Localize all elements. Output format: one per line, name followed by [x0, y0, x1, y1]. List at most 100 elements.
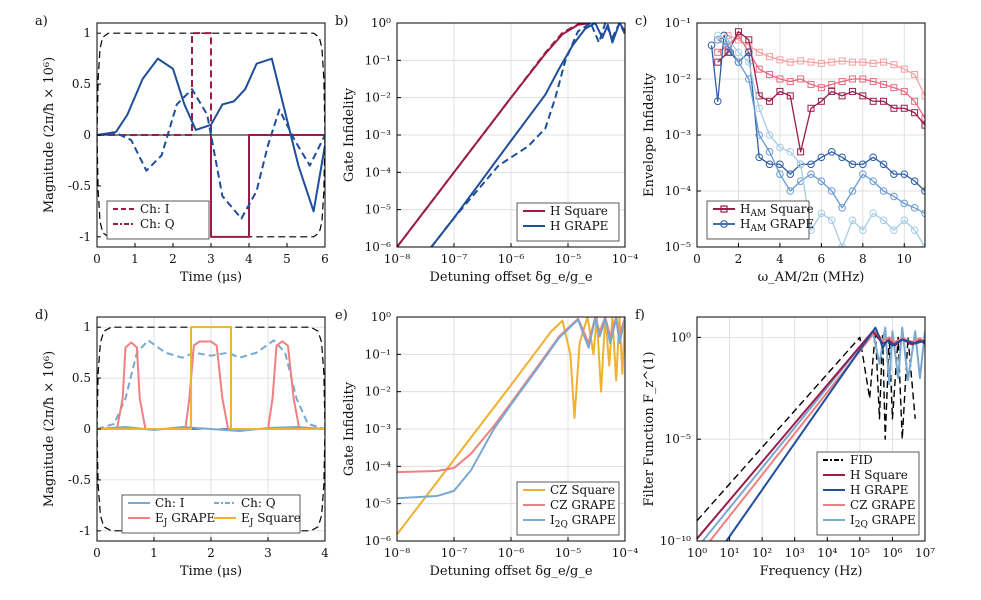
data-point — [900, 104, 908, 112]
data-point — [879, 216, 888, 225]
y-tick-label: 10⁻³ — [665, 128, 692, 142]
x-tick-label: 10² — [752, 546, 772, 560]
series-line — [97, 340, 325, 430]
series-line — [430, 23, 625, 247]
data-point — [807, 104, 815, 112]
x-tick-label: 1 — [131, 252, 139, 266]
data-point — [869, 97, 877, 105]
legend-label: CZ GRAPE — [850, 498, 915, 512]
legend: Ch: I Ch: Q EJ GRAPE EJ Square — [121, 494, 301, 534]
y-axis-label: Magnitude (2π/ħ × 10⁶) — [42, 57, 57, 213]
data-point — [707, 41, 716, 50]
data-point — [838, 153, 846, 162]
data-point — [848, 160, 857, 169]
data-point — [890, 170, 898, 178]
x-tick-label: 10⁻⁴ — [612, 252, 639, 266]
data-point — [755, 65, 763, 73]
x-tick-label: 2 — [207, 546, 215, 560]
data-point — [828, 87, 836, 95]
data-point — [838, 92, 846, 100]
data-point — [796, 160, 805, 169]
panel-label: e) — [335, 308, 348, 323]
data-point — [838, 57, 846, 65]
series-line — [97, 32, 325, 136]
panel-label: c) — [635, 14, 647, 29]
y-tick-label: 10⁻⁵ — [665, 240, 692, 254]
data-point — [755, 104, 763, 113]
x-tick-label: 3 — [264, 546, 272, 560]
data-point — [786, 92, 794, 100]
legend-label: I2Q GRAPE — [550, 513, 616, 530]
chart-f: 10⁰ 10¹ 10² 10³ 10⁴ 10⁵ 10⁶ 10⁷ 10⁻¹⁰ 10⁻⁵ 10⁰ Freq… — [635, 308, 935, 579]
legend-label: H Square — [850, 468, 908, 482]
data-point — [890, 61, 898, 69]
data-point — [817, 97, 825, 105]
series-line — [210, 134, 325, 238]
data-point — [921, 187, 925, 195]
x-tick-label: 10⁻⁷ — [441, 252, 468, 266]
data-point — [745, 36, 753, 44]
chart-d: 0 1 2 3 4 -1 -0.5 0 0.5 1 Time (μs) Magnitude (2π/ħ… — [35, 308, 329, 579]
data-point — [776, 75, 784, 83]
data-point — [911, 109, 919, 117]
x-axis-label: ω_AM/2π (MHz) — [758, 270, 865, 285]
series-line — [97, 134, 325, 238]
legend-label: Ch: I — [140, 202, 170, 216]
data-point — [734, 48, 743, 57]
series-line — [97, 326, 325, 430]
y-tick-label: 0 — [83, 128, 91, 142]
data-point — [817, 209, 826, 218]
plot-area — [397, 23, 625, 247]
plot-area — [97, 32, 325, 238]
y-tick-label: -0.5 — [68, 179, 91, 193]
y-tick-label: 10⁻¹⁰ — [660, 534, 691, 548]
x-tick-label: 10⁻⁸ — [384, 252, 411, 266]
data-point — [869, 209, 877, 218]
series-line — [397, 317, 625, 500]
y-tick-label: 10⁻⁴ — [665, 184, 692, 198]
data-point — [776, 143, 784, 152]
data-point — [776, 87, 784, 95]
data-point — [713, 97, 722, 106]
x-tick-label: 10⁻⁵ — [555, 546, 582, 560]
data-point — [786, 170, 795, 178]
legend-label: EJ Square — [241, 511, 301, 528]
series-line — [97, 339, 325, 430]
x-tick-label: 0 — [93, 546, 101, 560]
legend-box — [106, 200, 210, 240]
y-tick-label: 0 — [83, 422, 91, 436]
data-point — [817, 153, 826, 162]
data-point — [714, 58, 722, 66]
x-tick-label: 0 — [93, 252, 101, 266]
data-point — [797, 75, 805, 83]
x-tick-label: 1 — [150, 546, 158, 560]
data-point — [807, 170, 815, 178]
series-line — [97, 57, 325, 213]
data-point — [724, 36, 732, 44]
x-tick-label: 10⁻⁷ — [441, 546, 468, 560]
data-point — [817, 59, 825, 67]
y-axis-label: Gate Infidelity — [342, 381, 357, 476]
legend-label: H GRAPE — [850, 483, 908, 497]
data-point — [827, 216, 836, 225]
data-point — [828, 80, 836, 88]
x-tick-label: 10⁻⁵ — [555, 252, 582, 266]
y-axis-label: Filter Function F_z^(1) — [642, 351, 657, 506]
data-point — [776, 160, 784, 169]
data-point — [776, 56, 784, 64]
data-point — [797, 148, 805, 156]
y-tick-label: 0.5 — [72, 77, 91, 91]
data-point — [848, 216, 857, 225]
data-point — [755, 48, 763, 56]
y-tick-label: 10⁻¹ — [365, 53, 391, 67]
y-tick-label: 10⁻³ — [365, 128, 392, 142]
chart-b: 10⁻⁸ 10⁻⁷ 10⁻⁶ 10⁻⁵ 10⁻⁴ 10⁻⁶ 10⁻⁵ 10⁻⁴ 10⁻³ 10⁻²… — [335, 14, 638, 285]
data-point — [880, 97, 888, 105]
data-point — [880, 80, 888, 88]
y-tick-label: 10⁻⁵ — [365, 203, 392, 217]
series-line — [97, 88, 325, 220]
data-point — [900, 65, 908, 73]
data-point — [734, 58, 743, 66]
